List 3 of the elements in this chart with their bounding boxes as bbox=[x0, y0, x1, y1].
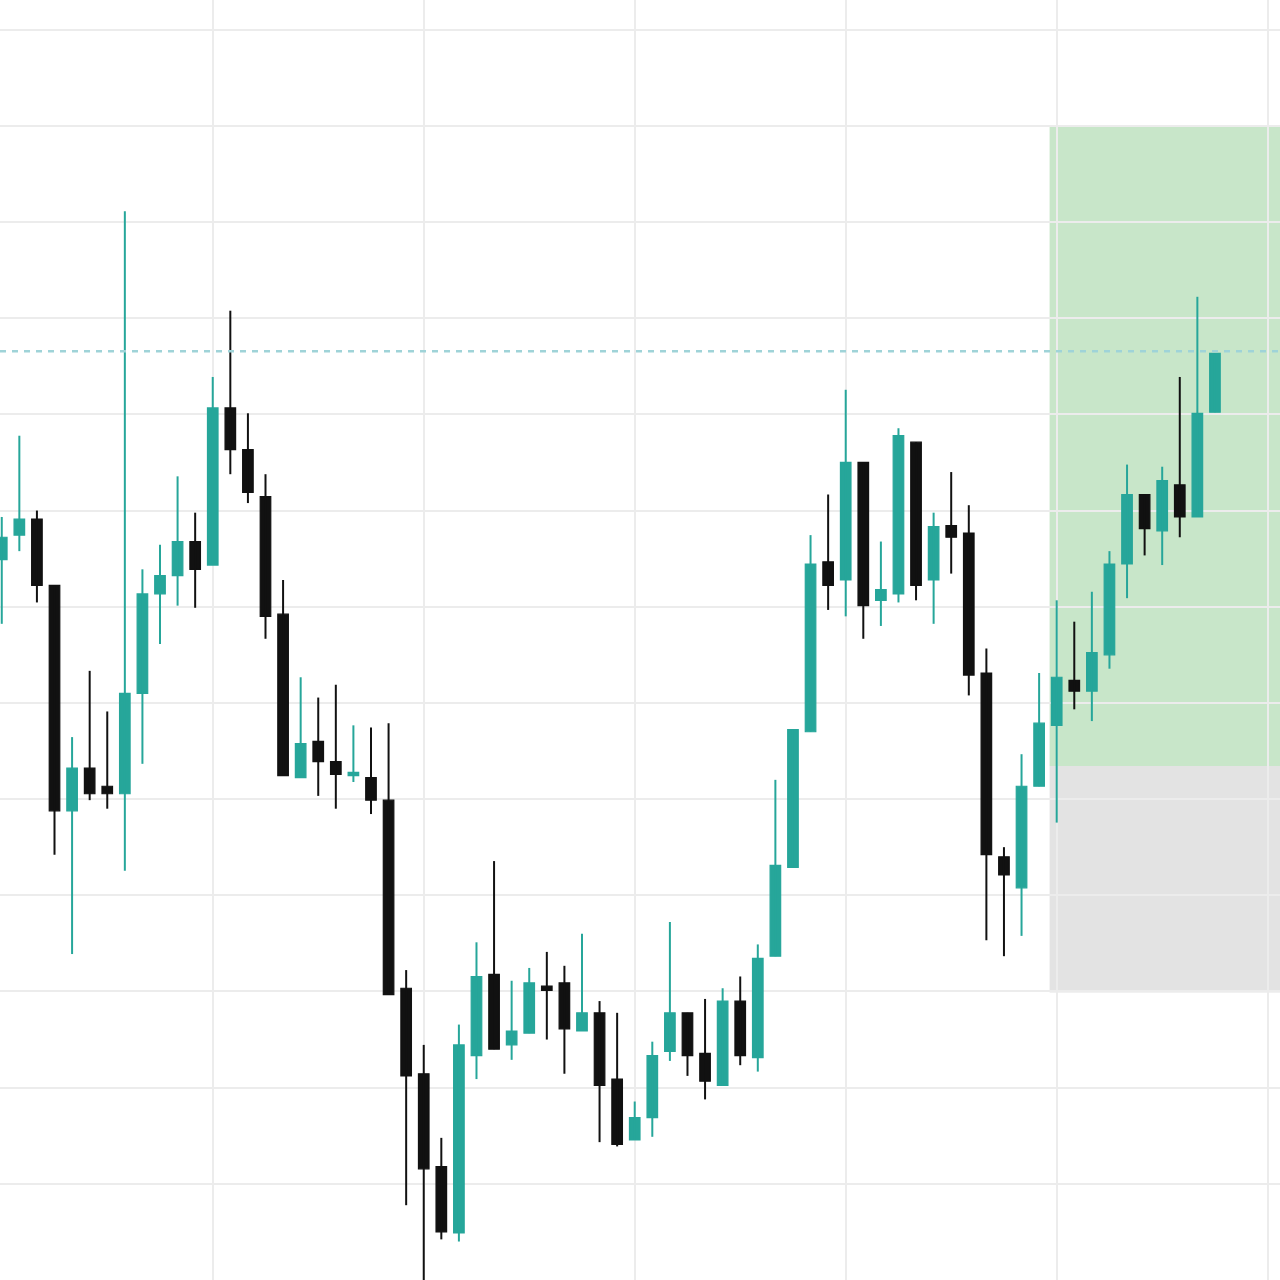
candlestick bbox=[505, 979, 518, 1061]
candlestick bbox=[540, 950, 553, 1041]
candlestick bbox=[13, 434, 26, 553]
